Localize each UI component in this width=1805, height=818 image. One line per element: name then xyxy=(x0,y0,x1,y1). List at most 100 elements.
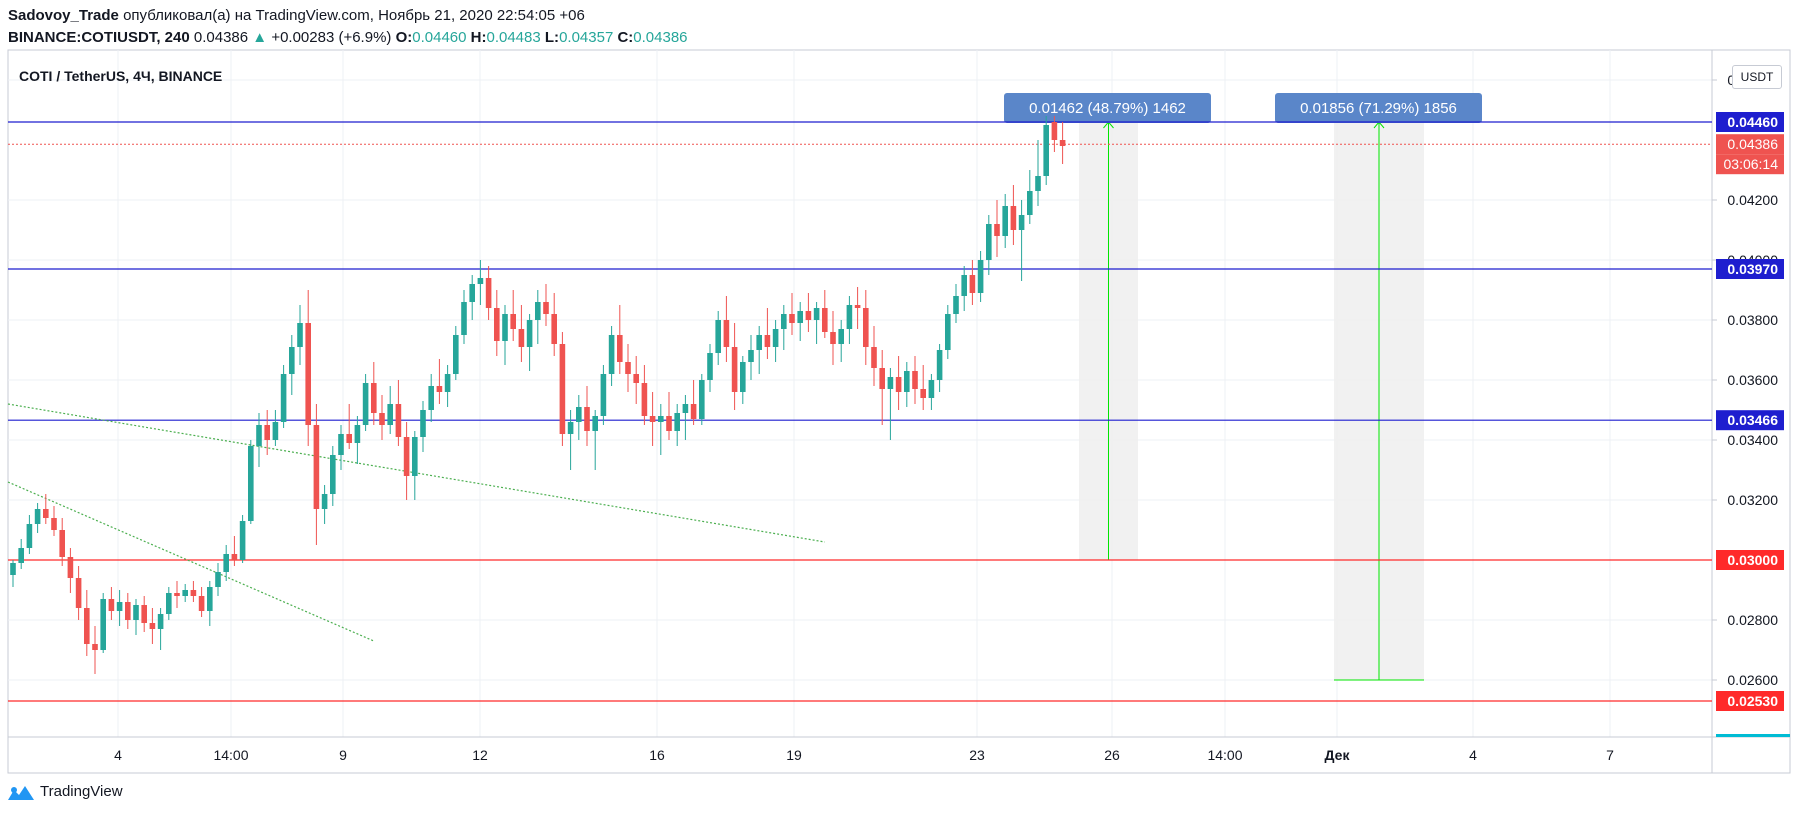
candle-body xyxy=(559,344,566,434)
level-price-label: 0.03466 xyxy=(1727,412,1778,428)
measure-label: 0.01462 (48.79%) 1462 xyxy=(1029,100,1186,117)
candle-body xyxy=(658,416,664,422)
candle-body xyxy=(740,362,746,392)
candle-body xyxy=(1002,206,1008,236)
level-price-label: 0.04460 xyxy=(1727,114,1778,130)
candle-body xyxy=(1051,122,1058,140)
current-price-label-bg xyxy=(1716,134,1784,155)
level-price-label: 0.03000 xyxy=(1727,552,1778,568)
candle-body xyxy=(346,434,352,443)
candle-body xyxy=(1043,125,1049,176)
time-tick-label: 26 xyxy=(1104,747,1120,763)
candle-body xyxy=(649,416,656,422)
candle-body xyxy=(256,425,262,446)
candle-body xyxy=(830,332,836,344)
candle-body xyxy=(805,311,812,320)
candle-body xyxy=(764,335,771,347)
candle-body xyxy=(592,416,598,431)
candle-body xyxy=(248,446,254,521)
candle-body xyxy=(239,521,246,560)
candle-body xyxy=(895,377,902,392)
candle-body xyxy=(666,416,672,431)
publish-line: Sadovoy_Trade опубликовал(а) на TradingV… xyxy=(8,5,1798,27)
footer-brand[interactable]: TradingView xyxy=(8,783,123,800)
candle-body xyxy=(707,353,713,380)
candle-body xyxy=(1035,176,1041,191)
candle-body xyxy=(682,404,689,413)
candle-body xyxy=(600,374,607,416)
candle-body xyxy=(994,224,1000,236)
candle-body xyxy=(141,605,147,623)
measure-label-bg xyxy=(1004,93,1211,123)
price-tick-label: 0.04200 xyxy=(1727,192,1778,208)
candle-body xyxy=(781,314,787,329)
candle-body xyxy=(51,518,57,530)
candle-body xyxy=(518,329,525,347)
candle-body xyxy=(84,608,90,644)
candle-body xyxy=(723,320,730,347)
candle-body xyxy=(420,410,426,437)
candle-body xyxy=(371,383,377,413)
countdown-label: 03:06:14 xyxy=(1724,156,1779,172)
published-text: опубликовал(а) на TradingView.com, Ноябр… xyxy=(123,7,585,24)
time-tick-label: 7 xyxy=(1606,747,1614,763)
ohlc-line: BINANCE:COTIUSDT, 240 0.04386 ▲ +0.00283… xyxy=(8,27,1798,49)
candle-body xyxy=(854,305,861,308)
brand-name: TradingView xyxy=(40,783,123,800)
candle-body xyxy=(469,284,475,302)
time-tick-label: 4 xyxy=(1469,747,1477,763)
candle-body xyxy=(526,320,533,347)
candle-body xyxy=(182,590,188,596)
candle-body xyxy=(313,425,320,509)
candle-body xyxy=(297,323,303,347)
high-label: H: xyxy=(470,29,487,46)
candle-body xyxy=(838,329,844,344)
time-tick-label: 23 xyxy=(969,747,985,763)
time-tick-label: Дек xyxy=(1325,747,1351,763)
change-value: +0.00283 (+6.9%) xyxy=(271,29,392,46)
candle-body xyxy=(166,593,172,614)
candle-body xyxy=(535,302,541,320)
candle-body xyxy=(75,578,82,608)
symbol-label: BINANCE:COTIUSDT, 240 xyxy=(8,29,190,46)
candle-body xyxy=(444,374,451,392)
candle-body xyxy=(453,335,459,374)
candle-body xyxy=(207,587,213,611)
candle-body xyxy=(797,311,803,323)
candle-body xyxy=(748,350,754,362)
time-tick-label: 4 xyxy=(114,747,122,763)
candle-body xyxy=(428,386,434,410)
candle-body xyxy=(18,548,24,563)
time-tick-label: 19 xyxy=(786,747,802,763)
candle-body xyxy=(846,305,853,329)
trendline[interactable] xyxy=(7,481,375,642)
last-price: 0.04386 xyxy=(193,29,249,46)
candle-body xyxy=(321,494,328,509)
level-price-label-bg xyxy=(1716,259,1784,279)
author-name[interactable]: Sadovoy_Trade xyxy=(8,7,119,24)
candle-body xyxy=(608,335,615,374)
candle-body xyxy=(715,320,721,353)
candle-body xyxy=(280,374,287,422)
candle-body xyxy=(887,377,894,389)
candle-body xyxy=(108,599,115,611)
candle-body xyxy=(928,380,935,398)
time-tick-label: 12 xyxy=(472,747,488,763)
candle-body xyxy=(863,308,869,347)
time-tick-label: 16 xyxy=(649,747,665,763)
axis-marker xyxy=(1716,734,1790,737)
candle-body xyxy=(477,278,484,284)
candle-body xyxy=(34,509,41,524)
level-price-label: 0.02530 xyxy=(1727,693,1778,709)
candle-body xyxy=(986,224,992,260)
candle-body xyxy=(10,563,16,575)
candle-body xyxy=(772,329,779,347)
price-tick-label: 0.03400 xyxy=(1727,432,1778,448)
candle-body xyxy=(1018,215,1025,230)
price-tick-label: 0.03200 xyxy=(1727,492,1778,508)
currency-badge[interactable]: USDT xyxy=(1732,65,1782,89)
candle-body xyxy=(576,407,582,422)
candle-body xyxy=(412,437,418,476)
candle-body xyxy=(289,347,295,374)
